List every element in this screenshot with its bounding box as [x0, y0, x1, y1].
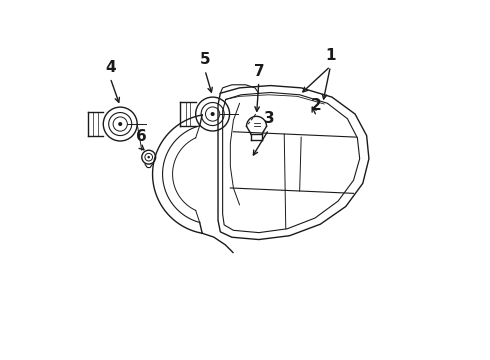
Text: 3: 3 — [264, 111, 274, 126]
Text: 2: 2 — [311, 98, 322, 113]
Circle shape — [147, 156, 150, 158]
Text: 1: 1 — [325, 48, 336, 63]
Text: 4: 4 — [105, 60, 116, 75]
Text: 7: 7 — [253, 64, 264, 78]
Circle shape — [118, 122, 122, 126]
Text: 5: 5 — [199, 52, 210, 67]
Circle shape — [211, 112, 215, 116]
Text: 6: 6 — [136, 129, 147, 144]
